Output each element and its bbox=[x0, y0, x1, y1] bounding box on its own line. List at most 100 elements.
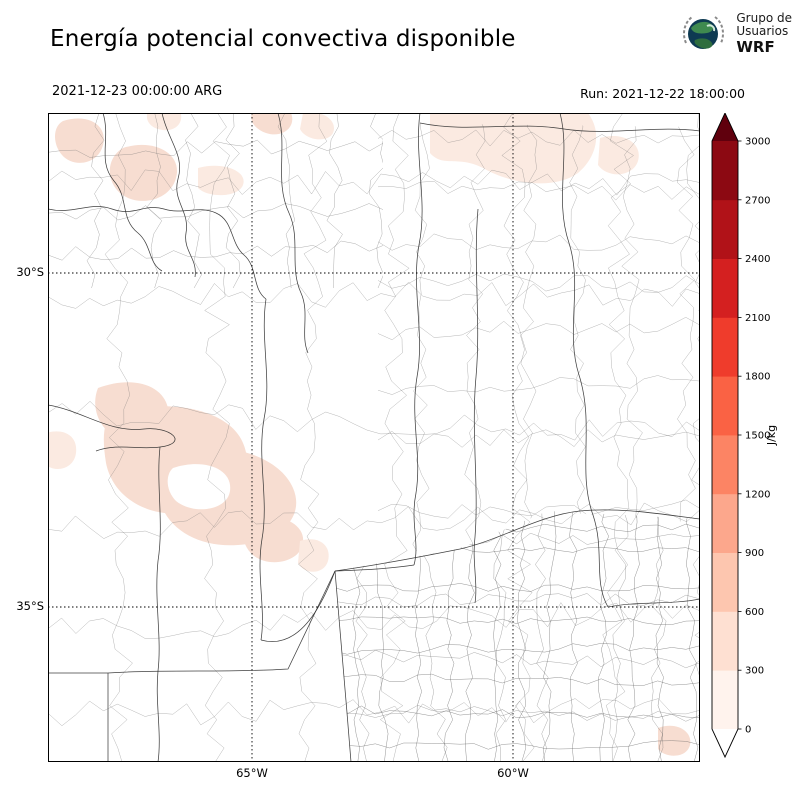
department-boundary bbox=[378, 129, 700, 147]
map-shape bbox=[473, 208, 479, 604]
department-boundary bbox=[520, 123, 538, 553]
colorbar-svg: 0 300 600 900 1200 1500 1800 2100 2400 2700 3000 bbox=[711, 111, 770, 759]
colorbar-tick-label: 1800 bbox=[745, 372, 770, 383]
department-boundaries bbox=[335, 511, 700, 762]
colorbar-segment bbox=[712, 317, 738, 377]
department-boundary bbox=[677, 123, 696, 553]
colorbar-tick-label: 300 bbox=[745, 666, 764, 677]
department-boundary bbox=[378, 429, 700, 448]
department-boundary bbox=[493, 511, 502, 762]
colorbar: 0 300 600 900 1200 1500 1800 2100 2400 2700 3000 bbox=[710, 111, 800, 762]
department-boundary bbox=[602, 113, 634, 762]
department-boundary bbox=[419, 511, 448, 762]
colorbar-under-arrow bbox=[712, 729, 738, 757]
map-shape bbox=[300, 113, 334, 140]
colorbar-unit-label: J/kg bbox=[765, 424, 778, 446]
department-boundary bbox=[352, 511, 361, 762]
department-boundary bbox=[48, 139, 383, 158]
map-shape bbox=[161, 113, 196, 278]
map-shape bbox=[48, 206, 217, 214]
department-boundary bbox=[378, 550, 700, 553]
department-boundary bbox=[627, 511, 640, 762]
department-boundary bbox=[204, 113, 230, 762]
department-boundary bbox=[48, 240, 383, 261]
department-boundary bbox=[185, 113, 202, 288]
map-shape bbox=[298, 539, 329, 572]
logo-line-1: Grupo de bbox=[736, 10, 792, 25]
map-shape bbox=[607, 598, 700, 608]
map-shape bbox=[277, 113, 309, 354]
department-boundary bbox=[335, 740, 700, 750]
map-shape bbox=[334, 564, 415, 572]
department-boundary bbox=[378, 233, 700, 251]
map-shape bbox=[48, 672, 109, 762]
colorbar-tick-label: 600 bbox=[745, 607, 764, 618]
logo-wrf: WRF bbox=[736, 38, 775, 57]
department-boundary bbox=[378, 180, 700, 201]
map-shape bbox=[242, 515, 304, 563]
department-boundary bbox=[443, 511, 456, 762]
department-boundary bbox=[298, 113, 328, 762]
colorbar-tick-label: 0 bbox=[745, 725, 751, 736]
department-boundary bbox=[465, 511, 475, 762]
department-boundaries bbox=[48, 113, 700, 762]
department-boundaries bbox=[378, 123, 700, 553]
colorbar-tick-label: 2700 bbox=[745, 195, 770, 206]
map-shape bbox=[251, 113, 293, 135]
department-boundary bbox=[335, 616, 700, 625]
map-shape bbox=[260, 570, 336, 642]
department-boundary bbox=[378, 273, 700, 293]
map-shape bbox=[109, 144, 178, 201]
colorbar-segment bbox=[712, 258, 738, 318]
department-boundary bbox=[48, 698, 700, 727]
department-boundary bbox=[651, 511, 667, 762]
map-shape bbox=[413, 113, 423, 566]
map-shape bbox=[156, 446, 161, 762]
department-boundary bbox=[412, 123, 430, 553]
department-boundary bbox=[335, 649, 700, 669]
department-boundary bbox=[277, 113, 296, 288]
department-boundary bbox=[225, 113, 241, 288]
department-boundary bbox=[335, 593, 700, 608]
map-shape bbox=[48, 431, 77, 469]
department-boundary bbox=[621, 123, 645, 553]
department-boundary bbox=[86, 113, 105, 288]
department-boundary bbox=[501, 113, 535, 762]
lat-tick-30S: 30°S bbox=[16, 265, 44, 279]
map-shape bbox=[259, 298, 268, 641]
department-boundary bbox=[655, 511, 664, 762]
map-frame bbox=[48, 113, 700, 762]
map-shape bbox=[198, 165, 244, 196]
department-boundary bbox=[378, 317, 700, 341]
map-shape bbox=[559, 113, 609, 608]
gridlines bbox=[48, 113, 700, 762]
colorbar-tick-label: 900 bbox=[745, 548, 764, 559]
wrf-logo: Grupo de Usuarios WRF bbox=[681, 10, 792, 58]
colorbar-segment bbox=[712, 141, 738, 201]
department-boundary bbox=[335, 705, 700, 722]
colorbar-segment bbox=[712, 552, 738, 612]
department-boundary bbox=[369, 113, 383, 288]
department-boundary bbox=[611, 511, 629, 762]
lon-tick-60W: 60°W bbox=[497, 766, 529, 780]
colorbar-tick-label: 2100 bbox=[745, 313, 770, 324]
department-boundary bbox=[686, 511, 699, 762]
province-borders bbox=[48, 113, 700, 762]
department-boundary bbox=[48, 281, 700, 309]
colorbar-segment bbox=[712, 493, 738, 553]
department-boundary bbox=[378, 499, 700, 519]
colorbar-tick-label: 3000 bbox=[745, 137, 770, 148]
department-boundary bbox=[379, 113, 410, 762]
department-boundary bbox=[412, 511, 422, 762]
map-shape bbox=[107, 570, 336, 674]
department-boundary bbox=[686, 113, 700, 678]
page-title: Energía potencial convectiva disponible bbox=[50, 26, 516, 52]
colorbar-segment bbox=[712, 199, 738, 259]
department-boundary bbox=[464, 123, 486, 553]
valid-time-label: 2021-12-23 00:00:00 ARG bbox=[52, 84, 223, 99]
colorbar-over-arrow bbox=[712, 113, 738, 141]
map-shape bbox=[419, 122, 700, 132]
map-shape bbox=[102, 113, 163, 272]
map-shape bbox=[48, 404, 176, 452]
department-boundary bbox=[335, 583, 700, 592]
